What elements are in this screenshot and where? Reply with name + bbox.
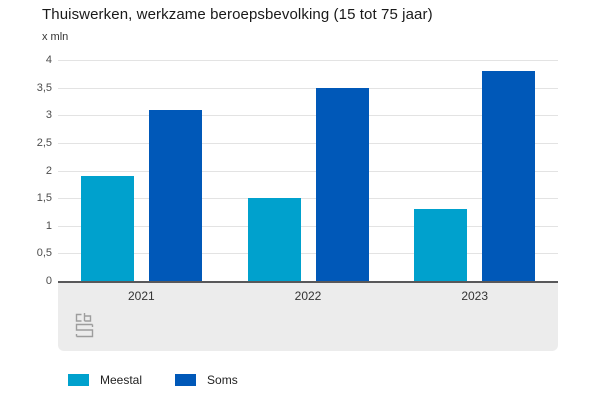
chart-title: Thuiswerken, werkzame beroepsbevolking (… — [42, 6, 433, 23]
gridline — [58, 142, 558, 144]
bar-soms-2022[interactable] — [315, 87, 369, 281]
y-axis-unit-label: x mln — [42, 31, 69, 43]
bar-meestal-2022[interactable] — [247, 198, 301, 281]
legend-label-meestal: Meestal — [100, 373, 143, 387]
bar-group-2021 — [58, 60, 225, 281]
bar-group-2023 — [391, 60, 558, 281]
x-axis-category-labels: 2021 2022 2023 — [58, 283, 558, 303]
bar-meestal-2021[interactable] — [80, 176, 134, 281]
gridline — [58, 225, 558, 227]
gridline — [58, 115, 558, 117]
legend: Meestal Soms — [68, 373, 238, 387]
legend-swatch-meestal — [68, 374, 89, 386]
bar-soms-2023[interactable] — [482, 71, 536, 281]
y-tick-label: 0,5 — [36, 247, 52, 260]
legend-item-meestal[interactable]: Meestal — [68, 373, 142, 387]
y-tick-label: 3,5 — [36, 81, 52, 94]
gridline — [58, 253, 558, 255]
x-tick-label-2021: 2021 — [127, 289, 155, 303]
bar-soms-2021[interactable] — [148, 109, 202, 281]
x-axis-line — [58, 281, 558, 283]
x-tick-label-2023: 2023 — [461, 289, 489, 303]
y-tick-label: 2 — [45, 164, 52, 177]
x-axis-band: 2021 2022 2023 — [58, 283, 558, 351]
x-tick-label-2022: 2022 — [294, 289, 322, 303]
y-tick-label: 0 — [45, 275, 52, 287]
bar-series-container — [58, 60, 558, 281]
y-tick-label: 2,5 — [36, 136, 52, 149]
legend-label-soms: Soms — [207, 373, 238, 387]
legend-item-soms[interactable]: Soms — [175, 373, 238, 387]
bar-meestal-2023[interactable] — [414, 209, 468, 281]
y-tick-label: 3 — [45, 109, 52, 122]
bar-group-2022 — [225, 60, 392, 281]
gridline — [58, 170, 558, 172]
plot-area — [58, 60, 558, 281]
legend-swatch-soms — [175, 374, 197, 386]
cbs-logo — [75, 313, 94, 338]
y-tick-label: 4 — [45, 54, 52, 66]
gridline — [58, 198, 558, 200]
gridline — [58, 87, 558, 89]
y-tick-label: 1 — [45, 219, 52, 232]
gridline — [58, 60, 558, 61]
y-tick-label: 1,5 — [36, 192, 52, 205]
